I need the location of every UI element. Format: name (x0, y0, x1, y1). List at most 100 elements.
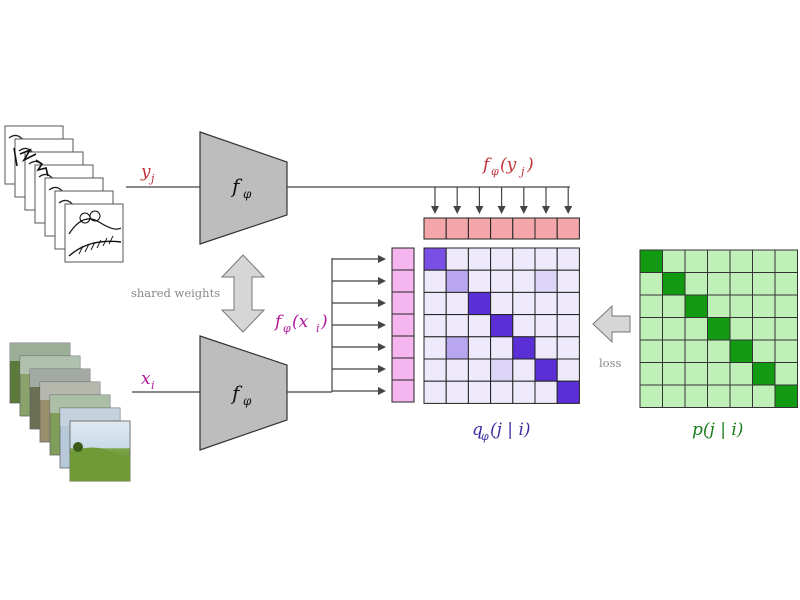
q-matrix-cell (467, 269, 492, 293)
q-matrix-cell (534, 314, 558, 338)
left-embedding-cell (391, 247, 415, 271)
q-matrix-cell (512, 269, 536, 293)
svg-text:i: i (151, 379, 155, 392)
sketch-image-stack (4, 125, 124, 263)
left-embedding-cell (391, 379, 415, 403)
p-matrix-cell (639, 384, 663, 408)
p-matrix-cell (729, 339, 753, 363)
top-embedding-cell (490, 217, 514, 240)
q-matrix-cell (490, 291, 514, 316)
p-matrix-cell (662, 272, 686, 296)
p-matrix-cell (707, 272, 731, 296)
q-matrix-cell (534, 358, 558, 382)
p-matrix-cell (729, 249, 753, 273)
p-matrix-cell (752, 317, 776, 341)
p-matrix-cell (774, 317, 798, 341)
q-matrix-cell (467, 358, 492, 382)
q-matrix-cell (423, 336, 447, 360)
y-j-label: y j (140, 162, 155, 185)
p-matrix-cell (639, 249, 663, 273)
p-matrix-cell (684, 249, 708, 273)
q-matrix-cell (512, 291, 536, 316)
p-matrix-cell (662, 384, 686, 408)
p-matrix-cell (752, 249, 776, 273)
q-matrix-cell (534, 291, 558, 316)
q-matrix-cell (423, 269, 447, 293)
sketch-card (64, 203, 124, 263)
svg-text:i: i (316, 322, 320, 335)
right-arrows-group (332, 255, 386, 395)
left-embedding-cell (391, 335, 415, 359)
p-matrix-cell (662, 249, 686, 273)
q-matrix-cell (423, 358, 447, 382)
down-arrows-group (431, 187, 573, 214)
q-matrix-cell (556, 380, 580, 404)
q-matrix-cell (490, 247, 514, 271)
svg-text:): ) (320, 312, 328, 332)
q-matrix-cell (512, 358, 536, 382)
p-matrix-cell (662, 317, 686, 341)
p-matrix-cell (707, 362, 731, 386)
q-matrix-cell (423, 380, 447, 404)
top-embedding-row (423, 217, 580, 240)
q-matrix-cell (512, 336, 536, 360)
q-matrix-cell (445, 358, 469, 382)
q-matrix-cell (445, 380, 469, 404)
q-matrix-cell (445, 336, 469, 360)
x-i-label: x i (141, 369, 155, 392)
q-matrix-cell (467, 336, 492, 360)
q-matrix-cell (556, 358, 580, 382)
svg-text:j: j (148, 172, 155, 185)
p-matrix-cell (662, 294, 686, 318)
q-matrix-cell (490, 269, 514, 293)
svg-text:x: x (141, 369, 151, 389)
p-matrix-cell (752, 362, 776, 386)
top-embedding-cell (423, 217, 447, 240)
p-matrix-cell (729, 272, 753, 296)
p-matrix-cell (639, 272, 663, 296)
p-matrix-cell (729, 384, 753, 408)
p-matrix-cell (707, 384, 731, 408)
p-matrix-cell (752, 339, 776, 363)
q-matrix-cell (445, 291, 469, 316)
p-matrix-cell (684, 339, 708, 363)
q-similarity-matrix (423, 247, 580, 404)
svg-text:(j | i): (j | i) (490, 420, 531, 440)
encoder-bottom: f φ (199, 335, 288, 451)
p-matrix-cell (729, 294, 753, 318)
q-matrix-cell (512, 380, 536, 404)
sketch-scribbles (13, 147, 49, 177)
q-matrix-cell (445, 247, 469, 271)
q-matrix-cell (423, 314, 447, 338)
top-embedding-cell (467, 217, 492, 240)
q-matrix-cell (490, 314, 514, 338)
p-matrix-cell (707, 249, 731, 273)
p-matrix-cell (774, 249, 798, 273)
svg-text:(x: (x (292, 312, 309, 332)
photo-front-landscape (69, 420, 131, 482)
q-matrix-cell (490, 380, 514, 404)
p-matrix-cell (707, 294, 731, 318)
q-matrix-cell (556, 314, 580, 338)
q-matrix-cell (490, 336, 514, 360)
p-matrix-cell (707, 339, 731, 363)
p-matrix-cell (639, 317, 663, 341)
q-matrix-cell (445, 269, 469, 293)
p-matrix-cell (752, 384, 776, 408)
p-label: p(j | i) (692, 420, 743, 440)
top-embedding-cell (445, 217, 469, 240)
p-matrix-cell (684, 317, 708, 341)
p-matrix-cell (752, 272, 776, 296)
loss-arrow (592, 304, 631, 344)
encoder-top: f φ (199, 131, 288, 245)
top-embedding-cell (534, 217, 558, 240)
left-embedding-column (391, 247, 415, 403)
p-matrix-cell (684, 272, 708, 296)
svg-text:φ: φ (243, 394, 252, 408)
top-embedding-cell (512, 217, 536, 240)
p-target-matrix (639, 249, 798, 408)
svg-text:j: j (518, 165, 525, 178)
svg-text:φ: φ (481, 430, 489, 443)
q-matrix-cell (556, 269, 580, 293)
